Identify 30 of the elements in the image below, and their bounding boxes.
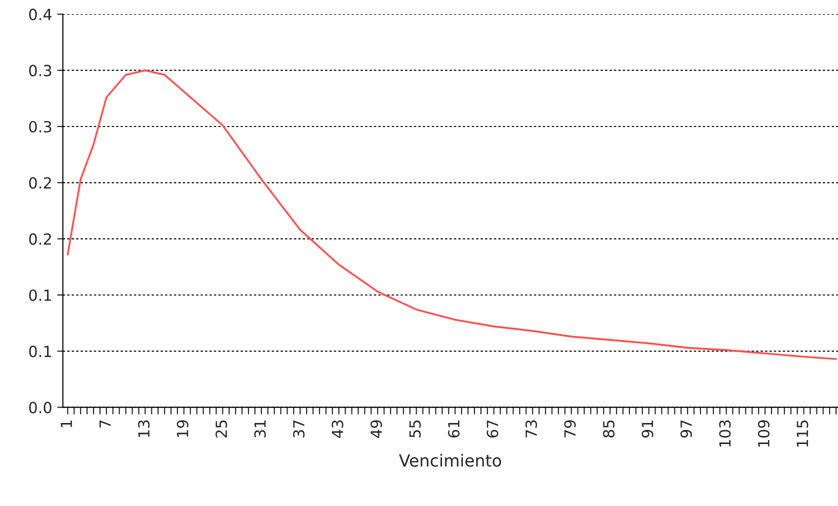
x-tick-label: 1 bbox=[60, 420, 72, 428]
x-tick-label: 43 bbox=[332, 420, 344, 438]
x-tick-label: 67 bbox=[486, 420, 498, 438]
y-tick-label: 0.3 bbox=[29, 64, 52, 76]
y-tick-label: 0.1 bbox=[29, 289, 52, 302]
x-tick-label: 13 bbox=[138, 420, 150, 437]
x-tick-label: 85 bbox=[602, 420, 615, 438]
x-tick-label: 61 bbox=[448, 420, 460, 438]
y-tick-label: 0.1 bbox=[29, 346, 52, 358]
y-tick-label: 0.2 bbox=[29, 233, 51, 245]
x-tick-label: 103 bbox=[719, 420, 731, 447]
x-tick-label: 109 bbox=[758, 420, 770, 447]
x-tick-label: 31 bbox=[254, 420, 266, 438]
x-tick-label: 25 bbox=[216, 420, 228, 438]
x-tick-label: 79 bbox=[564, 420, 576, 438]
x-tick-label: 91 bbox=[642, 420, 654, 438]
x-tick-label: 37 bbox=[293, 420, 305, 438]
y-tick-label: 0.0 bbox=[29, 402, 52, 414]
y-tick-label: 0.3 bbox=[29, 120, 52, 133]
y-tick-label: 0.2 bbox=[29, 177, 51, 189]
line-series bbox=[66, 69, 837, 360]
x-tick-label: 7 bbox=[100, 420, 111, 428]
x-tick-label: 73 bbox=[525, 420, 538, 438]
x-tick-label: 55 bbox=[409, 420, 421, 438]
x-axis-title: Vencimiento bbox=[398, 454, 502, 467]
y-tick-label: 0.4 bbox=[29, 8, 52, 20]
x-tick-label: 19 bbox=[176, 420, 188, 437]
x-tick-label: 49 bbox=[370, 420, 382, 438]
x-tick-label: 97 bbox=[680, 420, 692, 438]
x-tick-label: 115 bbox=[796, 420, 808, 447]
